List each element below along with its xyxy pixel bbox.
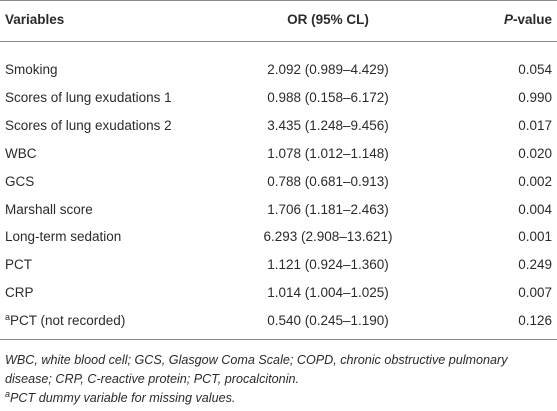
footnote: WBC, white blood cell; GCS, Glasgow Coma…	[5, 351, 553, 389]
table-cell: Scores of lung exudations 1	[5, 89, 172, 105]
table-cell: 0.007	[518, 285, 552, 301]
header-cell: OR (95% CL)	[287, 12, 369, 27]
table-cell: 6.293 (2.908–13.621)	[263, 229, 393, 245]
superscript: a	[5, 389, 11, 399]
superscript: a	[5, 312, 11, 323]
table-cell: Marshall score	[5, 201, 93, 217]
header-text: P-value	[503, 12, 552, 27]
table-cell: 0.001	[518, 229, 552, 245]
table-cell: Long-term sedation	[5, 229, 122, 245]
table-cell: 1.706 (1.181–2.463)	[267, 201, 389, 217]
table-cell: 3.435 (1.248–9.456)	[267, 117, 389, 133]
text: WBC, white blood cell; GCS, Glasgow Coma…	[5, 353, 508, 386]
header-cell: P-value	[504, 12, 552, 28]
table-cell: 2.092 (0.989–4.429)	[267, 62, 389, 77]
text: PCT (not recorded)	[10, 313, 126, 329]
text: PCT dummy variable for missing values.	[10, 391, 236, 405]
table-cell: 1.014 (1.004–1.025)	[267, 285, 389, 301]
table-cell: 0.002	[518, 173, 552, 189]
footnote: aPCT dummy variable for missing values.	[5, 389, 553, 408]
table-cell: 0.004	[518, 201, 552, 217]
table-cell: WBC	[5, 145, 37, 161]
table-cell: 0.540 (0.245–1.190)	[267, 313, 389, 329]
bottom-rule	[0, 339, 557, 340]
table-cell: Scores of lung exudations 2	[5, 117, 172, 133]
header-rule	[0, 41, 557, 42]
table-cell: GCS	[5, 173, 35, 189]
table-cell: 0.249	[518, 257, 552, 273]
table-cell: 0.020	[518, 145, 552, 161]
table-cell: 1.078 (1.012–1.148)	[267, 145, 389, 161]
table-cell: 0.788 (0.681–0.913)	[267, 173, 389, 189]
table-cell: 0.054	[518, 62, 552, 77]
table-cell: 1.121 (0.924–1.360)	[267, 257, 389, 273]
table-cell: 0.126	[518, 313, 552, 329]
top-rule	[0, 0, 557, 1]
header-cell: Variables	[5, 12, 65, 27]
table-cell: 0.990	[518, 89, 552, 105]
footnotes: WBC, white blood cell; GCS, Glasgow Coma…	[5, 351, 553, 408]
table-cell: 0.017	[518, 117, 552, 133]
table-cell: PCT	[5, 257, 32, 273]
table-cell: CRP	[5, 285, 34, 301]
table-cell: aPCT (not recorded)	[5, 313, 125, 329]
table-cell: Smoking	[5, 62, 58, 77]
table-cell: 0.988 (0.158–6.172)	[267, 89, 389, 105]
